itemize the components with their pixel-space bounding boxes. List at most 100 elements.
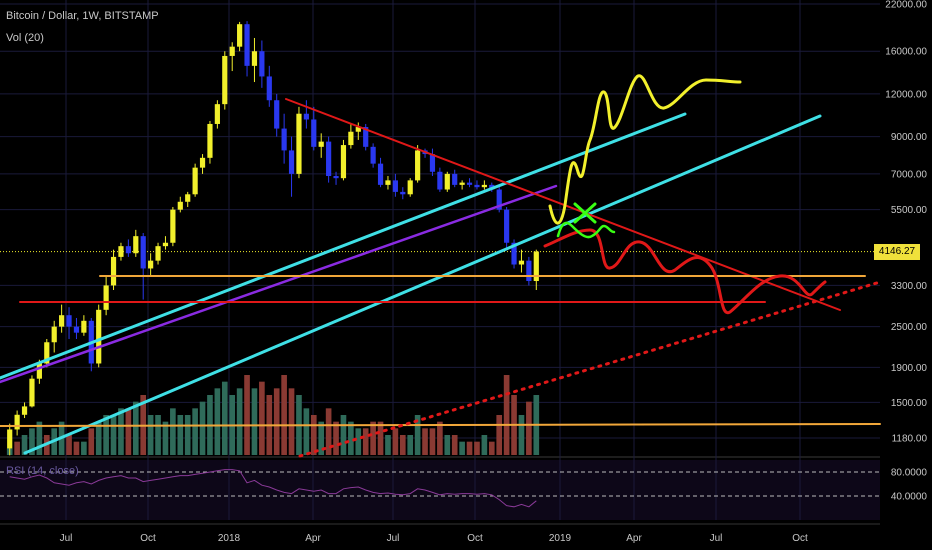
- candle-body: [511, 242, 517, 265]
- volume-bar: [21, 435, 28, 455]
- x-tick-label: 2019: [549, 533, 572, 544]
- volume-bar: [333, 421, 339, 455]
- volume-bar: [95, 421, 102, 455]
- candle-body: [385, 180, 391, 185]
- y-tick-label: 2500.00: [891, 322, 928, 333]
- candle-body: [333, 176, 339, 179]
- candle-body: [244, 24, 250, 66]
- volume-bar: [466, 441, 473, 455]
- candle-body: [229, 46, 235, 56]
- volume-bar: [273, 388, 280, 455]
- candle-body: [51, 326, 57, 343]
- candle-body: [474, 184, 480, 188]
- candle-body: [340, 145, 347, 179]
- volume-bar: [407, 435, 414, 455]
- volume-bar: [29, 428, 35, 455]
- x-tick-label: Jul: [60, 533, 73, 544]
- y-tick-label: 1900.00: [891, 363, 928, 374]
- volume-bar: [318, 421, 325, 455]
- candle-body: [155, 246, 161, 261]
- candle-body: [36, 363, 42, 379]
- volume-bar: [132, 401, 139, 455]
- candle-body: [266, 76, 272, 101]
- candle-body: [96, 309, 102, 364]
- volume-bar: [184, 415, 191, 455]
- volume-bar: [177, 415, 184, 455]
- volume-bar: [518, 415, 525, 455]
- candle-body: [44, 342, 50, 364]
- candle-body: [192, 167, 198, 195]
- volume-bar: [303, 408, 310, 455]
- volume-bar: [444, 435, 451, 455]
- candles: [7, 21, 539, 456]
- y-tick-label: 9000.00: [891, 132, 928, 143]
- candle-body: [185, 194, 191, 202]
- volume-bar: [348, 421, 354, 455]
- rsi-pane: [0, 469, 880, 508]
- volume-bar: [362, 428, 369, 455]
- x-tick-label: Jul: [710, 533, 723, 544]
- volume-bar: [14, 441, 20, 455]
- volume-bar: [451, 435, 458, 455]
- cyan-trendline-lower: [23, 114, 822, 455]
- y-tick-label: 7000.00: [891, 169, 928, 180]
- candle-body: [288, 150, 295, 174]
- candle-body: [237, 24, 243, 47]
- volume-bar: [422, 428, 428, 455]
- volume-bar: [399, 435, 406, 455]
- volume-bar: [437, 421, 443, 455]
- candle-body: [148, 260, 154, 269]
- volume-bar: [81, 441, 87, 455]
- x-axis[interactable]: Jul Oct 2018 Apr Jul Oct 2019 Apr Jul Oct: [0, 523, 880, 544]
- candle-body: [466, 182, 473, 185]
- volume-bar: [162, 421, 169, 455]
- candle-body: [318, 141, 324, 147]
- rsi-tick-label: 40.0000: [891, 492, 928, 503]
- y-tick-label: 5500.00: [891, 205, 928, 216]
- candle-body: [110, 256, 117, 286]
- x-tick-label: Jul: [387, 533, 400, 544]
- candle-body: [259, 51, 265, 77]
- candle-body: [407, 180, 413, 195]
- red-dotted-trendline: [298, 280, 882, 458]
- candle-body: [481, 184, 487, 188]
- x-tick-label: Apr: [305, 533, 321, 544]
- candle-body: [21, 406, 28, 415]
- red-forecast-path: [543, 228, 827, 315]
- symbol-legend[interactable]: Bitcoin / Dollar, 1W, BITSTAMP: [6, 10, 159, 22]
- cyan-trendline-upper: [0, 112, 687, 380]
- y-axis[interactable]: 22000.00 16000.00 12000.00 9000.00 7000.00 55…: [885, 0, 927, 503]
- rsi-legend[interactable]: RSI (14, close): [6, 465, 79, 477]
- volume-bar: [429, 428, 436, 455]
- candle-body: [118, 246, 124, 257]
- volume-bar: [496, 415, 503, 455]
- candle-body: [496, 189, 502, 210]
- candle-body: [437, 171, 443, 190]
- candle-body: [377, 163, 384, 185]
- candle-body: [251, 51, 258, 66]
- orange-level-lower: [0, 423, 881, 427]
- volume-legend[interactable]: Vol (20): [6, 32, 44, 44]
- rsi-tick-label: 80.0000: [891, 468, 928, 479]
- candle-body: [444, 173, 450, 190]
- volume-bar: [125, 408, 132, 455]
- candle-body: [311, 119, 317, 147]
- candle-body: [162, 242, 169, 247]
- candle-body: [429, 154, 436, 172]
- candle-body: [66, 315, 72, 327]
- candle-body: [81, 320, 87, 333]
- y-tick-label: 22000.00: [885, 0, 927, 11]
- yellow-forecast-path: [548, 74, 742, 225]
- volume-bar: [377, 421, 384, 455]
- volume-bar: [110, 415, 117, 455]
- x-tick-label: Oct: [467, 533, 483, 544]
- candle-body: [392, 180, 398, 192]
- volume-bar: [414, 415, 421, 455]
- purple-trendline: [0, 184, 558, 384]
- volume-bar: [474, 441, 480, 455]
- volume-bar: [392, 428, 399, 455]
- volume-bar: [340, 415, 347, 455]
- volume-bar: [118, 408, 124, 455]
- candle-body: [504, 209, 510, 243]
